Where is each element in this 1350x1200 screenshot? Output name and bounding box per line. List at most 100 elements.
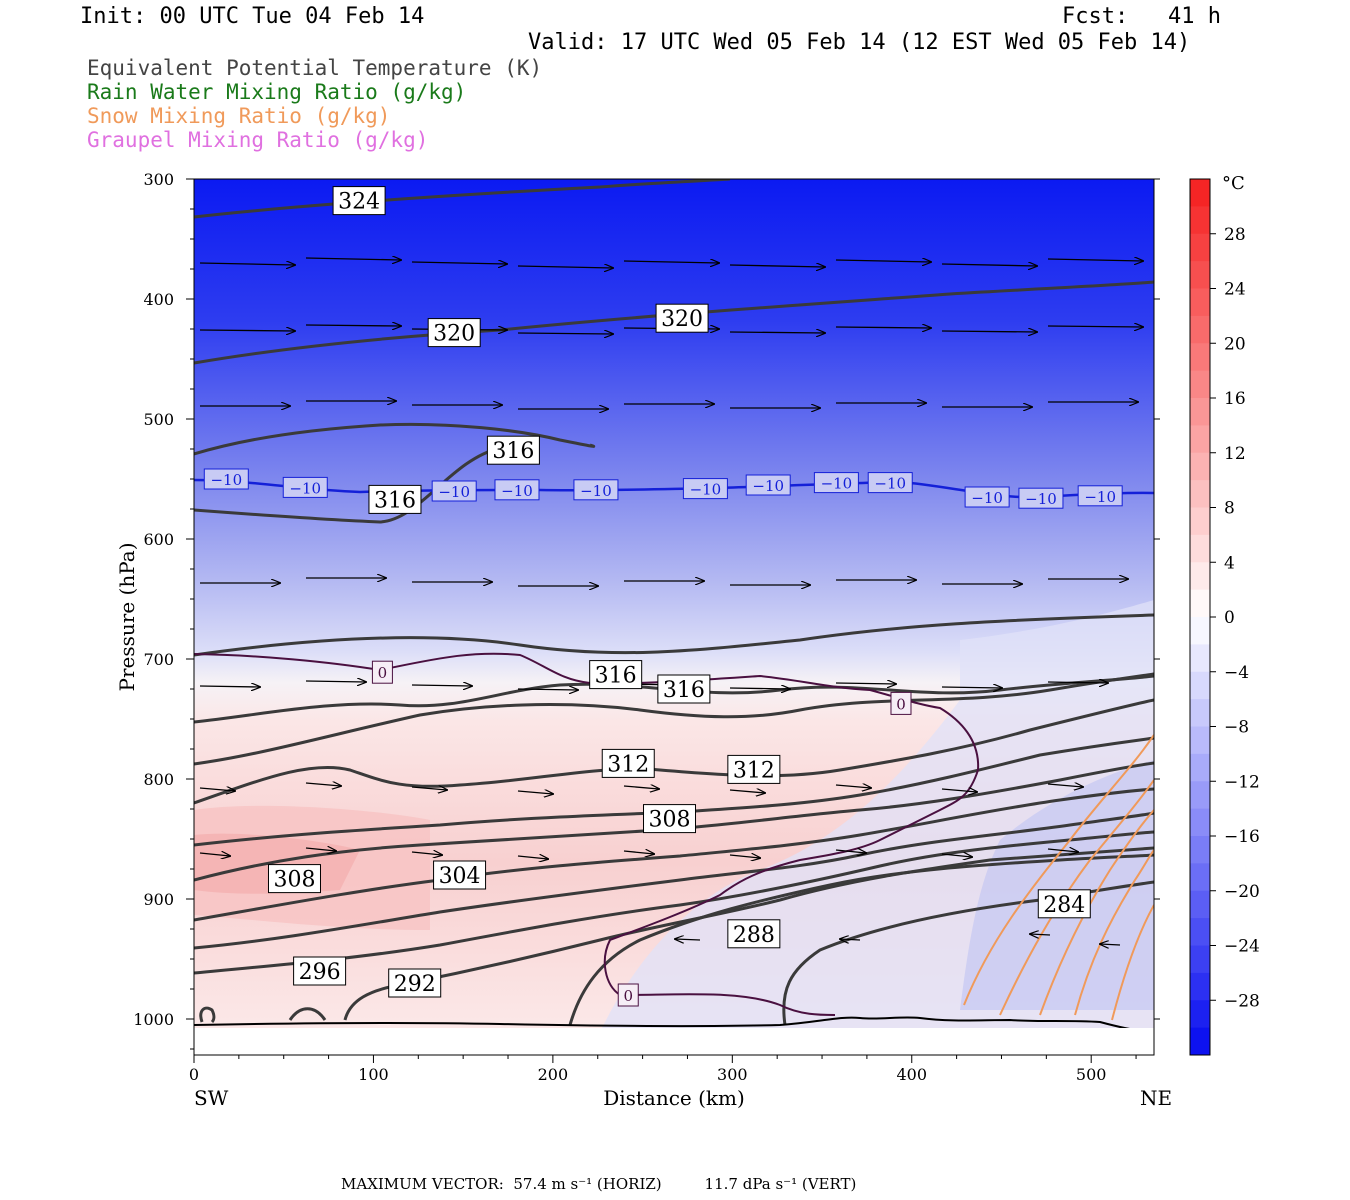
- colorbar-segment: [1190, 1027, 1210, 1056]
- colorbar-segment: [1190, 753, 1210, 782]
- y-tick-label: 400: [143, 290, 174, 309]
- theta-e-label: 316: [492, 439, 534, 464]
- colorbar-tick-label: 12: [1224, 444, 1246, 464]
- colorbar-segment: [1190, 398, 1210, 426]
- wind-arrow: [411, 787, 447, 790]
- y-tick-label: 800: [143, 770, 174, 789]
- colorbar-tick-label: 8: [1224, 499, 1235, 519]
- wind-arrow: [840, 939, 861, 940]
- wind-arrow: [199, 788, 235, 791]
- wind-arrow: [305, 783, 341, 786]
- colorbar-segment: [1190, 1000, 1210, 1029]
- y-tick-label: 300: [143, 170, 174, 189]
- wind-arrow: [729, 265, 825, 267]
- colorbar-tick-label: 20: [1224, 334, 1246, 354]
- wind-arrow: [199, 330, 295, 331]
- colorbar-unit: °C: [1222, 173, 1245, 194]
- x-end-right: NE: [1140, 1086, 1172, 1110]
- colorbar-segment: [1190, 890, 1210, 919]
- colorbar-segment: [1190, 179, 1210, 207]
- wind-arrow: [305, 681, 366, 682]
- temperature-label-box: [964, 486, 1010, 508]
- temperature-label-box: [203, 468, 249, 490]
- maximum-vector-note: MAXIMUM VECTOR: 57.4 m s⁻¹ (HORIZ) 11.7 …: [341, 1175, 857, 1193]
- contour-labels: 324 320 320 316 316 316 316 312 312 308 308 304 296 2…: [203, 186, 1123, 1007]
- temperature-label-box: [573, 479, 619, 501]
- colorbar-segment: [1190, 562, 1210, 591]
- colorbar-segment: [1190, 972, 1210, 1001]
- colorbar-segment: [1190, 863, 1210, 892]
- wind-arrow: [835, 327, 931, 328]
- plot-field: 324 320 320 316 316 316 316 312 312 308 308 304 296 2…: [194, 179, 1154, 1055]
- wind-arrow: [675, 939, 701, 940]
- wind-arrow: [1047, 326, 1143, 327]
- wind-arrow: [729, 855, 760, 858]
- colorbar: 28 24 20 16 12 8 4 0 −4 −8 −12 −16 −20 −24 −28: [1189, 178, 1260, 1056]
- colorbar-segment: [1190, 781, 1210, 810]
- temperature-label: −10: [289, 479, 321, 497]
- temperature-label: 0: [896, 695, 906, 713]
- temperature-zero-contour: [194, 652, 980, 1016]
- wind-arrow: [729, 790, 765, 793]
- colorbar-tick-label: −24: [1224, 937, 1260, 957]
- theta-e-contour: [288, 1007, 327, 1021]
- colorbar-segment: [1190, 206, 1210, 235]
- temperature-label-box: [813, 472, 859, 494]
- temperature-label: −10: [690, 481, 722, 499]
- colorbar-tick-label: −28: [1224, 991, 1260, 1011]
- temperature-label: −10: [580, 482, 612, 500]
- theta-e-label: 312: [733, 758, 775, 783]
- legend-entry: Snow Mixing Ratio (g/kg): [87, 104, 391, 128]
- theta-e-contour: [568, 853, 1154, 1026]
- x-tick-label: 500: [1076, 1065, 1107, 1084]
- theta-e-contour: [194, 736, 1154, 847]
- colorbar-segment: [1190, 288, 1210, 317]
- colorbar-segment: [1190, 480, 1210, 508]
- theta-e-label: 312: [607, 752, 649, 777]
- colorbar-segment: [1190, 315, 1210, 344]
- wind-arrow: [199, 263, 295, 265]
- theta-e-label-box: [727, 754, 781, 784]
- theta-e-label-box: [643, 804, 697, 834]
- wind-arrow: [517, 333, 613, 334]
- colorbar-tick-label: 16: [1224, 389, 1246, 409]
- temperature-label: −10: [752, 477, 784, 495]
- theta-e-label-box: [486, 435, 540, 465]
- theta-e-contour: [194, 761, 1154, 882]
- colorbar-tick-label: 24: [1224, 280, 1246, 300]
- wind-arrow: [1047, 682, 1108, 683]
- valid-time: Valid: 17 UTC Wed 05 Feb 14 (12 EST Wed …: [528, 30, 1191, 55]
- theta-e-label-box: [601, 748, 655, 778]
- wind-arrow: [835, 850, 866, 853]
- theta-e-label: 308: [649, 808, 691, 833]
- wind-arrow: [305, 325, 401, 326]
- snow-mixing-ratio-contours: [963, 734, 1154, 1021]
- y-tick-label: 700: [143, 650, 174, 669]
- x-tick-label: 100: [358, 1065, 389, 1084]
- x-tick-label: 200: [538, 1065, 569, 1084]
- wind-arrow: [941, 854, 972, 857]
- theta-e-label-box: [293, 956, 347, 986]
- theta-e-contour: [194, 446, 501, 524]
- wind-arrow: [517, 856, 548, 859]
- colorbar-tick-label: 4: [1224, 553, 1235, 573]
- temperature-label: −10: [210, 471, 242, 489]
- colorbar-segment: [1190, 261, 1210, 289]
- colorbar-segment: [1190, 671, 1210, 700]
- temperature-label-box: [867, 472, 913, 494]
- colorbar-tick-label: 28: [1224, 225, 1246, 245]
- colorbar-tick-label: −8: [1224, 718, 1249, 738]
- colorbar-tick-label: −4: [1224, 663, 1249, 683]
- temperature-label: 0: [623, 987, 633, 1005]
- snow-contour: [1111, 904, 1154, 1021]
- y-tick-label: 600: [143, 530, 174, 549]
- colorbar-tick-label: −12: [1224, 772, 1260, 792]
- temperature-label-box: [431, 480, 477, 502]
- wind-arrow: [835, 260, 931, 262]
- wind-arrow: [623, 786, 659, 789]
- wind-arrow: [305, 258, 401, 260]
- theta-e-contour: [194, 787, 1154, 922]
- wind-arrow: [305, 848, 336, 851]
- wind-arrow: [517, 791, 553, 794]
- wind-arrow: [411, 852, 442, 855]
